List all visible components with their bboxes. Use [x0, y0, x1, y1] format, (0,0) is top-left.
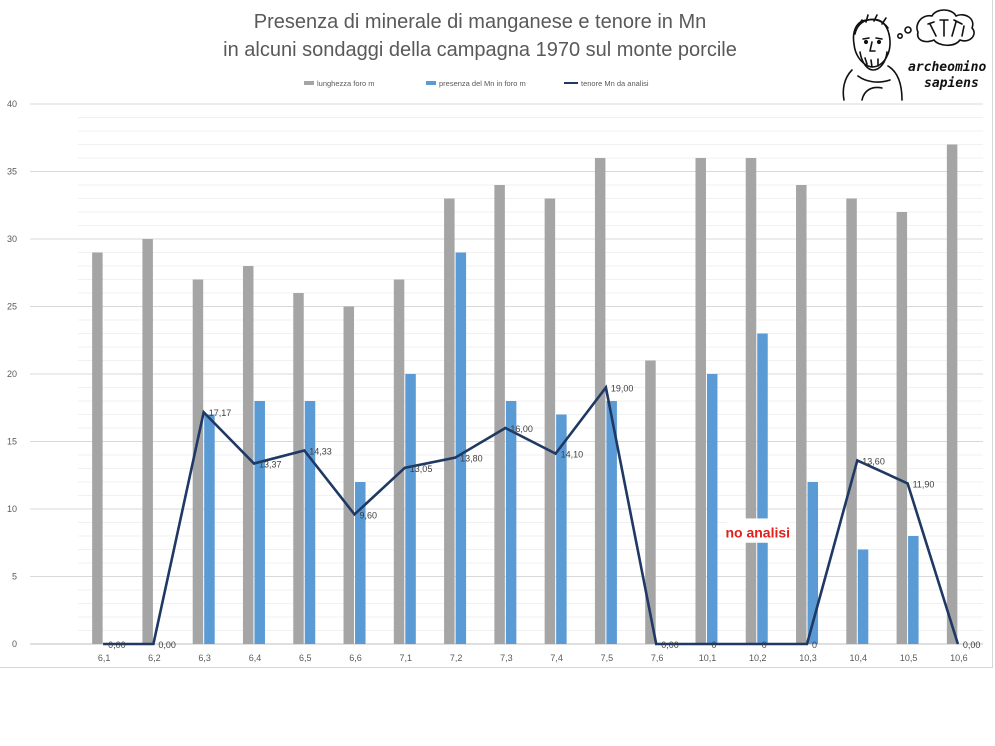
- bar-presenza-10,3: [807, 482, 819, 644]
- bar-presenza-7,1: [405, 374, 416, 644]
- no-analisi-box: [726, 518, 789, 543]
- y-tick-label: 5: [12, 572, 17, 582]
- bar-presenza-6,4: [254, 401, 265, 644]
- line-data-label: 13,80: [460, 454, 483, 464]
- line-data-label: 0,00: [963, 640, 981, 650]
- bar-presenza-10,1: [706, 374, 718, 644]
- legend-label: lunghezza foro m: [317, 79, 375, 88]
- no-analisi-annotation: no analisi: [725, 524, 790, 540]
- x-tick-label: 6,3: [198, 653, 211, 663]
- bar-presenza-7,3: [505, 401, 517, 644]
- line-data-label: 0: [812, 640, 817, 650]
- chart-legend: lunghezza foro m presenza del Mn in foro …: [304, 79, 649, 88]
- x-tick-label: 10,6: [950, 653, 968, 663]
- y-tick-label: 0: [12, 639, 17, 649]
- x-tick-label: 7,5: [601, 653, 614, 663]
- bar-presenza-10,5: [908, 536, 919, 644]
- bar-presenza-7,4: [556, 414, 567, 644]
- bar-lunghezza-7,4: [544, 198, 556, 644]
- bar-lunghezza-10,1: [695, 158, 706, 644]
- line-data-label: 0,00: [108, 640, 126, 650]
- bar-presenza-10,4: [857, 549, 869, 644]
- bar-lunghezza-6,1: [92, 252, 103, 644]
- y-tick-label: 25: [7, 302, 17, 312]
- bar-presenza-7,2: [455, 252, 467, 644]
- legend-swatch: [426, 81, 436, 85]
- legend-label: tenore Mn da analisi: [581, 79, 649, 88]
- bar-lunghezza-7,1: [393, 279, 405, 644]
- line-data-label: 0: [711, 640, 716, 650]
- archeomino-logo: archeomino sapiens: [838, 6, 990, 102]
- line-data-label: 13,60: [862, 456, 885, 466]
- chart-frame: [0, 0, 993, 668]
- x-tick-label: 10,1: [699, 653, 717, 663]
- x-tick-label: 6,2: [148, 653, 161, 663]
- bar-lunghezza-6,6: [343, 306, 355, 644]
- line-data-label: 19,00: [611, 384, 634, 394]
- chart-title-line-2: in alcuni sondaggi della campagna 1970 s…: [223, 39, 737, 61]
- bar-lunghezza-6,3: [192, 279, 204, 644]
- bar-lunghezza-7,6: [645, 360, 656, 644]
- x-tick-label: 7,2: [450, 653, 463, 663]
- chart-title-line-1: Presenza di minerale di manganese e teno…: [253, 11, 707, 33]
- x-tick-label: 10,5: [900, 653, 918, 663]
- x-tick-label: 10,2: [749, 653, 767, 663]
- line-data-label: 0,00: [661, 640, 679, 650]
- bar-lunghezza-10,4: [846, 198, 857, 644]
- legend-label: presenza del Mn in foro m: [439, 79, 526, 88]
- line-data-label: 9,60: [360, 510, 378, 520]
- legend-swatch: [304, 81, 314, 85]
- y-tick-label: 30: [7, 234, 17, 244]
- logo-text-line-1: archeomino: [908, 60, 987, 75]
- x-tick-label: 6,6: [349, 653, 362, 663]
- bar-lunghezza-10,2: [745, 158, 757, 644]
- line-data-label: 0,00: [158, 640, 176, 650]
- x-tick-label: 7,6: [651, 653, 664, 663]
- bar-presenza-7,5: [606, 401, 617, 644]
- bar-lunghezza-6,2: [142, 239, 153, 644]
- x-tick-label: 7,3: [500, 653, 513, 663]
- x-tick-label: 7,1: [400, 653, 413, 663]
- line-data-label: 14,10: [561, 450, 584, 460]
- combo-chart: 0 5 10 15 20 25 30 35 40 6,1 6,2 6,3 6,4 6,5 6,6 7,1 7,2…: [7, 99, 983, 663]
- logo-text-line-2: sapiens: [924, 76, 979, 91]
- line-data-label: 11,90: [913, 479, 935, 489]
- x-tick-label: 7,4: [550, 653, 563, 663]
- line-data-label: 16,00: [510, 424, 533, 434]
- bar-presenza-6,3: [204, 414, 215, 644]
- bar-lunghezza-10,6: [946, 144, 958, 644]
- bar-lunghezza-7,3: [494, 185, 505, 644]
- bar-lunghezza-6,4: [242, 266, 254, 644]
- line-data-label: 14,33: [309, 447, 332, 457]
- y-tick-label: 40: [7, 99, 17, 109]
- y-tick-label: 10: [7, 504, 17, 514]
- bar-presenza-6,5: [304, 401, 316, 644]
- x-tick-label: 6,4: [249, 653, 262, 663]
- x-tick-label: 10,4: [850, 653, 868, 663]
- x-tick-label: 10,3: [799, 653, 817, 663]
- line-data-label: 13,05: [410, 464, 433, 474]
- x-tick-label: 6,1: [98, 653, 111, 663]
- y-tick-label: 20: [7, 369, 17, 379]
- caveman-drawing-icon: [842, 9, 975, 101]
- bar-lunghezza-10,5: [896, 212, 908, 644]
- chart-title: Presenza di minerale di manganese e teno…: [190, 8, 770, 64]
- bar-presenza-6,6: [355, 482, 366, 644]
- y-tick-label: 15: [7, 437, 17, 447]
- bar-lunghezza-7,2: [444, 198, 455, 644]
- x-tick-label: 6,5: [299, 653, 312, 663]
- y-tick-label: 35: [7, 167, 17, 177]
- bar-lunghezza-7,5: [594, 158, 606, 644]
- line-data-label: 13,37: [259, 460, 282, 470]
- line-data-label: 17,17: [209, 408, 232, 418]
- line-tenore-mn: [103, 384, 960, 646]
- bar-lunghezza-10,3: [796, 185, 807, 644]
- bar-lunghezza-6,5: [293, 293, 304, 644]
- bar-presenza-10,2: [757, 333, 768, 644]
- line-data-label: 0: [762, 640, 767, 650]
